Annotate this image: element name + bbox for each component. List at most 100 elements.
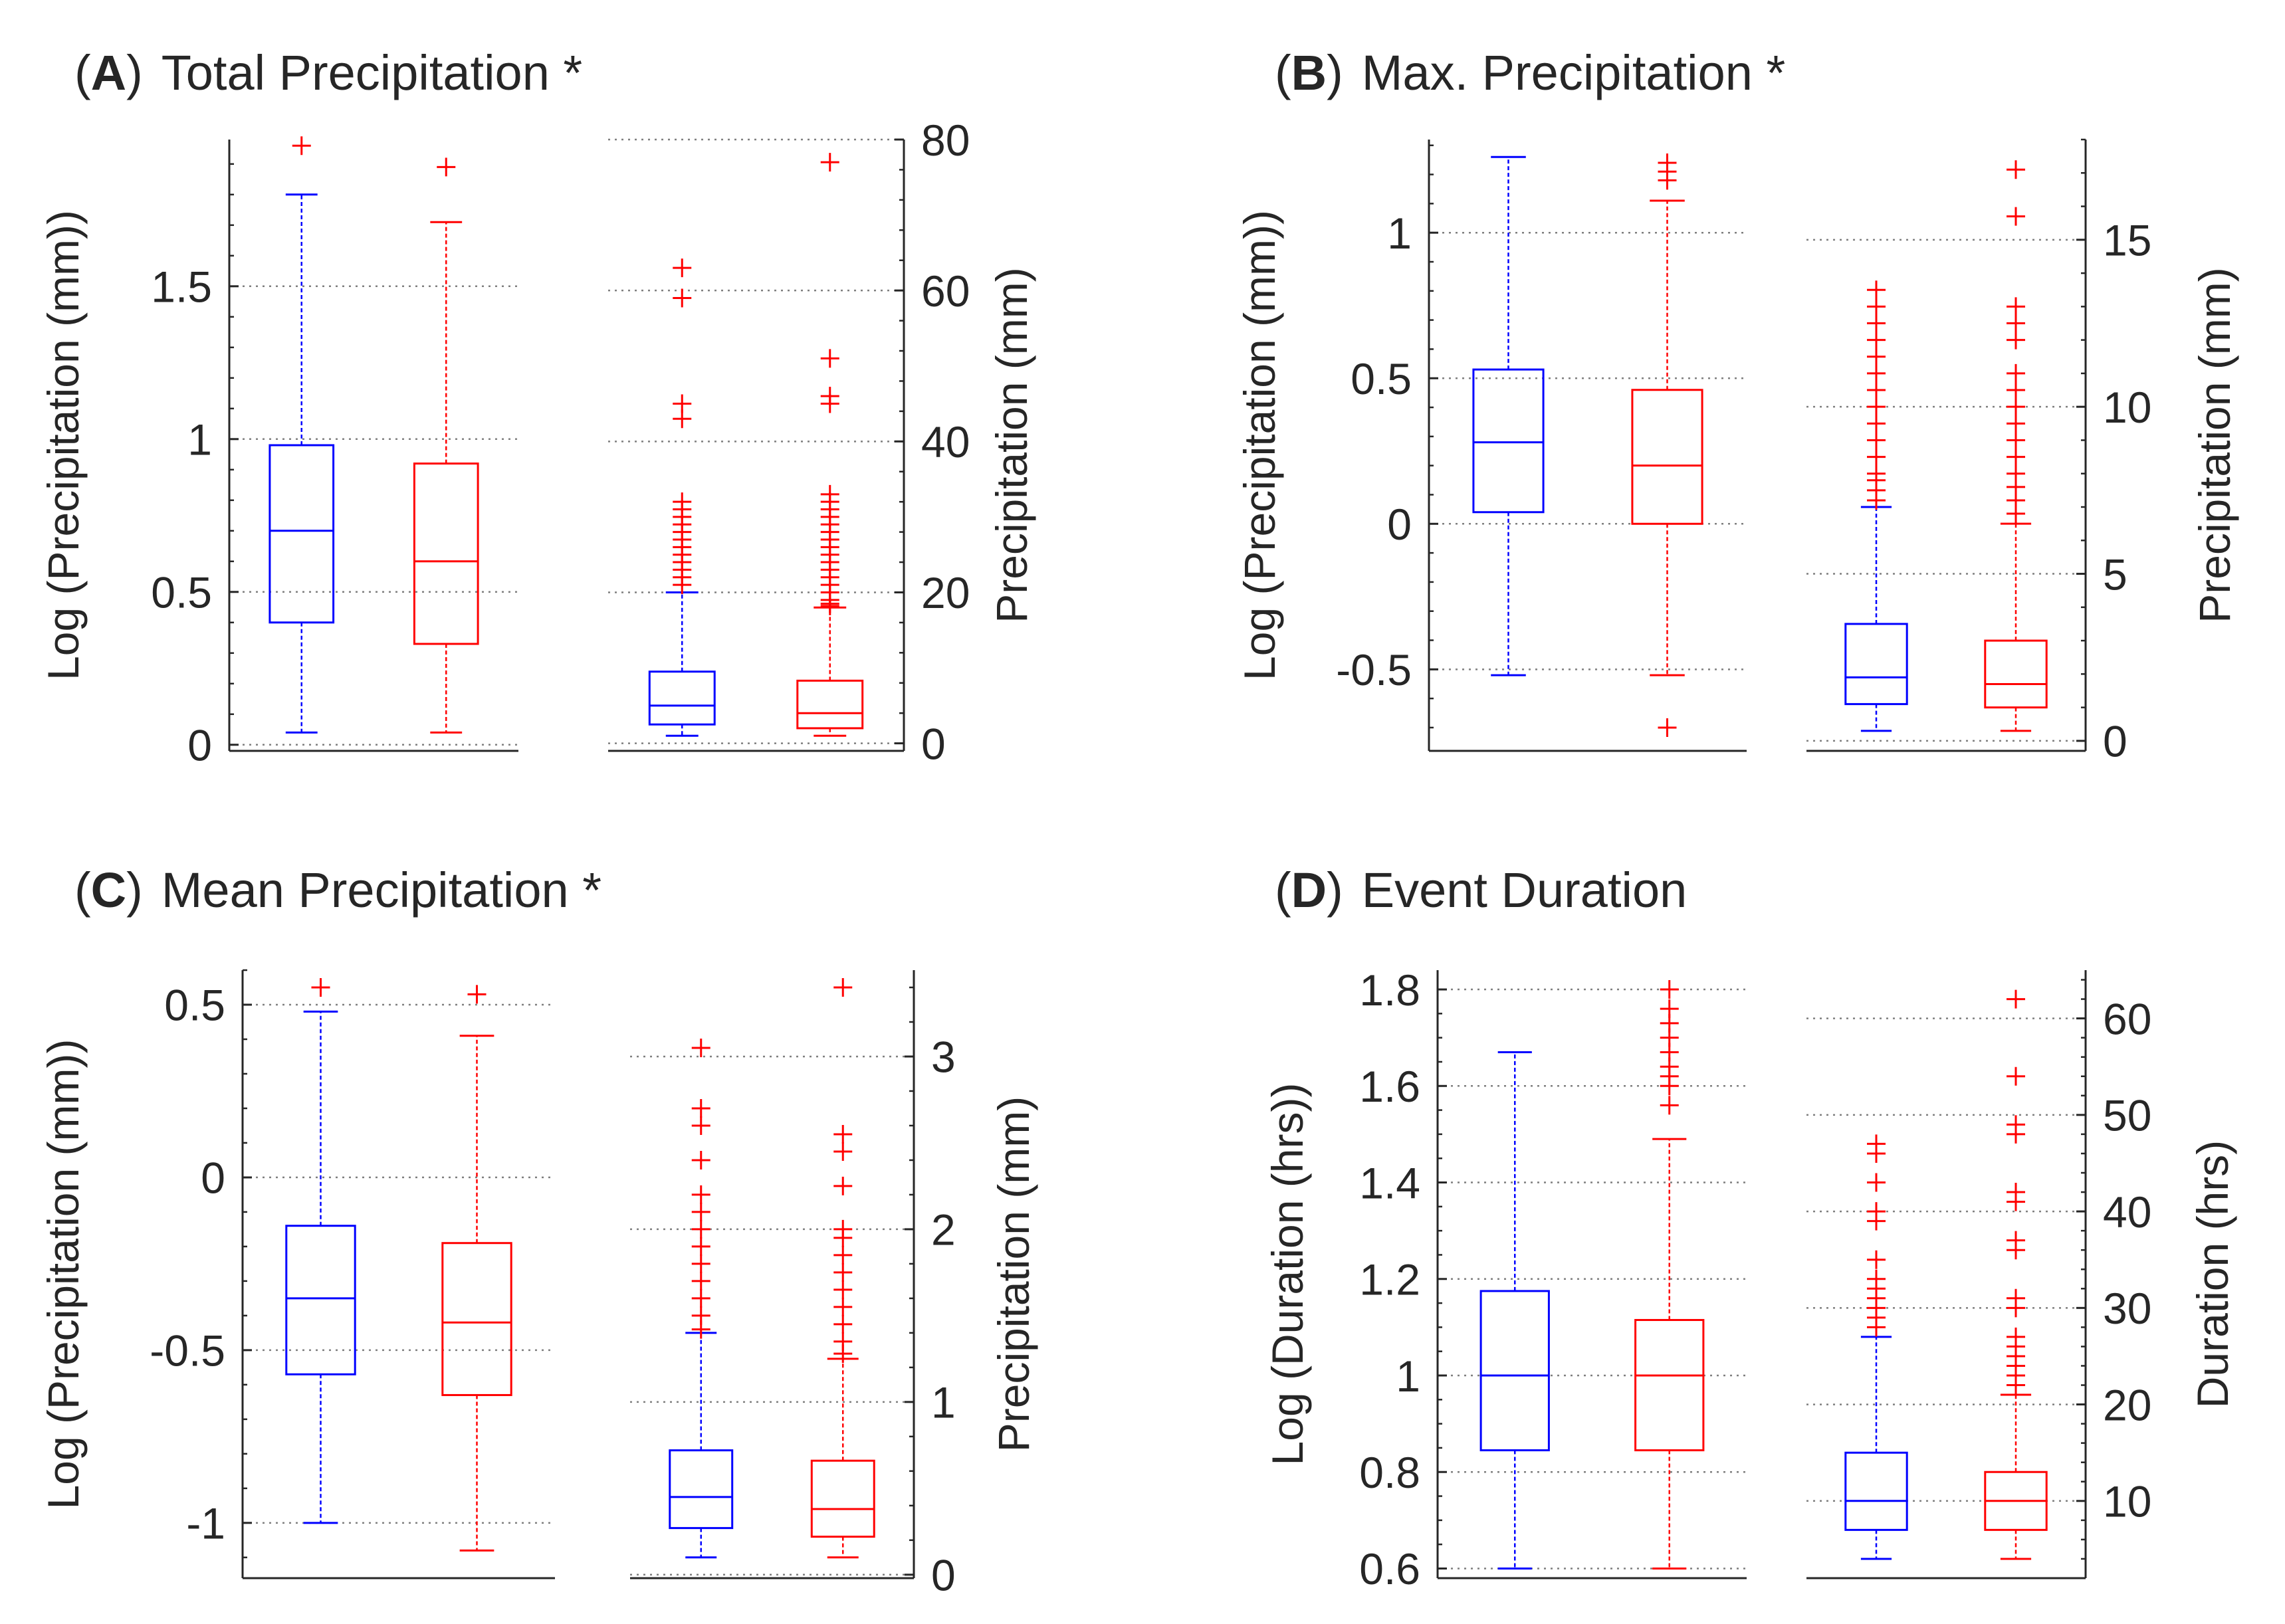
iqr-box xyxy=(810,1459,875,1538)
title-letter: C xyxy=(91,863,126,918)
outlier-marker xyxy=(820,349,839,368)
panel-B: (B) Max. Precipitation * xyxy=(1275,45,1785,100)
outlier-marker xyxy=(673,258,692,278)
tick-label: 2 xyxy=(931,1205,956,1255)
outlier-marker xyxy=(1658,153,1677,173)
iqr-box xyxy=(1631,389,1703,525)
tick-label: 0 xyxy=(2103,717,2127,766)
panel-D: (D) Event Duration xyxy=(1275,863,1687,918)
box-red xyxy=(1984,989,2048,1560)
outlier-marker xyxy=(820,387,839,406)
outlier-marker xyxy=(2007,1115,2025,1134)
outlier-marker xyxy=(1867,297,1886,316)
tick-label: 50 xyxy=(2103,1091,2151,1140)
box-blue xyxy=(269,136,335,734)
outlier-marker xyxy=(1867,347,1886,366)
tick-label: 1.2 xyxy=(1359,1255,1420,1304)
iqr-box xyxy=(413,462,479,645)
panel-title: (A) Total Precipitation * xyxy=(74,45,582,100)
tick-label: 15 xyxy=(2103,216,2151,265)
title-close: ) xyxy=(126,45,143,100)
outlier-marker xyxy=(691,1254,710,1273)
box-red xyxy=(1631,153,1703,737)
outlier-marker xyxy=(2007,297,2025,316)
outlier-marker xyxy=(2007,363,2025,383)
y-axis-label: Precipitation (mm) xyxy=(2190,267,2239,623)
outlier-marker xyxy=(1867,1269,1886,1288)
outlier-marker xyxy=(1867,280,1886,300)
outlier-marker xyxy=(833,1142,853,1161)
iqr-box xyxy=(1984,639,2048,709)
outlier-marker xyxy=(2007,381,2025,400)
tick-label: -0.5 xyxy=(1336,645,1412,694)
outlier-marker xyxy=(833,1176,853,1195)
title-open: ( xyxy=(74,863,91,918)
tick-label: 0 xyxy=(201,1154,225,1203)
box-blue xyxy=(285,977,356,1524)
axes-B-left: -0.5 0 0.5 1 Log (Precipitation (mm)) xyxy=(1235,140,1747,752)
outlier-marker xyxy=(1660,999,1679,1019)
iqr-box xyxy=(1844,623,1908,706)
outlier-marker xyxy=(673,288,692,308)
title-text: Max. Precipitation * xyxy=(1362,45,1786,100)
outlier-marker xyxy=(691,1098,710,1118)
title-letter: A xyxy=(91,45,126,100)
axes-C-left: -1 -0.5 0 0.5 Log (Precipitation (mm)) xyxy=(39,969,555,1579)
iqr-box xyxy=(285,1225,356,1375)
tick-label: 20 xyxy=(921,568,970,617)
iqr-box xyxy=(441,1242,512,1396)
outlier-marker xyxy=(1867,381,1886,400)
tick-label: 5 xyxy=(2103,550,2127,599)
outlier-marker xyxy=(2007,160,2025,179)
tick-label: 1.4 xyxy=(1359,1158,1420,1207)
y-axis-label: Log (Precipitation (mm)) xyxy=(39,210,88,680)
outlier-marker xyxy=(1867,447,1886,466)
outlier-marker xyxy=(1867,397,1886,417)
outlier-marker xyxy=(1867,1250,1886,1269)
outlier-marker xyxy=(833,1280,853,1299)
panel-title: (D) Event Duration xyxy=(1275,863,1687,918)
tick-label: 0 xyxy=(921,719,946,768)
outlier-marker xyxy=(691,1202,710,1221)
outlier-marker xyxy=(1867,1134,1886,1154)
panel-title: (B) Max. Precipitation * xyxy=(1275,45,1785,100)
y-axis-label: Log (Duration (hrs)) xyxy=(1263,1083,1312,1466)
tick-label: 10 xyxy=(2103,1477,2151,1526)
outlier-marker xyxy=(2007,447,2025,466)
title-text: Event Duration xyxy=(1362,863,1687,918)
y-axis-label: Precipitation (mm) xyxy=(989,1096,1038,1452)
outlier-marker xyxy=(833,1124,853,1144)
title-text: Mean Precipitation * xyxy=(162,863,601,918)
axes-D-right: 10 20 30 40 50 60 Duration (hrs) xyxy=(1806,970,2237,1579)
outlier-marker xyxy=(673,394,692,413)
outlier-marker xyxy=(2007,397,2025,417)
tick-label: 1 xyxy=(931,1378,956,1427)
tick-label: -0.5 xyxy=(150,1326,225,1375)
outlier-marker xyxy=(1867,464,1886,483)
outlier-marker xyxy=(311,977,330,997)
box-red xyxy=(810,977,875,1559)
y-axis-label: Precipitation (mm) xyxy=(987,267,1036,623)
outlier-marker xyxy=(833,977,853,997)
axes-A-left: 0 0.5 1 1.5 Log (Precipitation (mm)) xyxy=(39,136,518,770)
iqr-box xyxy=(1634,1318,1705,1452)
outlier-marker xyxy=(691,1237,710,1256)
outlier-marker xyxy=(1658,718,1677,737)
outlier-marker xyxy=(2007,989,2025,1009)
axes-D-left: 0.6 0.8 1 1.2 1.4 1.6 1.8 Log (Duration (hrs)) xyxy=(1263,965,1747,1593)
tick-label: 40 xyxy=(921,417,970,466)
title-close: ) xyxy=(1327,863,1343,918)
box-red xyxy=(796,153,864,737)
axes-C-right: 0 1 2 3 Precipitation (mm) xyxy=(630,970,1038,1600)
tick-label: 1 xyxy=(187,415,212,464)
tick-label: 0 xyxy=(187,721,212,770)
tick-label: -1 xyxy=(186,1499,225,1548)
tick-label: 3 xyxy=(931,1033,956,1082)
iqr-box xyxy=(648,670,716,726)
tick-label: 40 xyxy=(2103,1187,2151,1237)
tick-label: 1.6 xyxy=(1359,1062,1420,1111)
axes-B-right: 0 5 10 15 Precipitation (mm) xyxy=(1806,138,2239,766)
outlier-marker xyxy=(2007,414,2025,433)
panel-title: (C) Mean Precipitation * xyxy=(74,863,601,918)
